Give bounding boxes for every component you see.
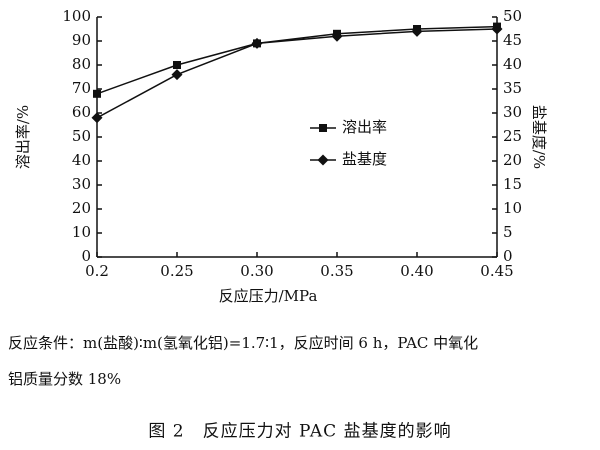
- marker: [251, 37, 263, 49]
- x-tick-label: 0.45: [480, 262, 513, 280]
- y2-tick-label: 50: [503, 7, 522, 25]
- series-line: [96, 25, 498, 95]
- marker: [411, 25, 423, 37]
- x-tick-label: 0.2: [85, 262, 109, 280]
- note-line: 铝质量分数 18%: [8, 370, 121, 388]
- note-line: 反应条件：m(盐酸)∶m(氢氧化铝)=1.7∶1，反应时间 6 h，PAC 中氧…: [8, 334, 478, 352]
- y-axis-title: 溶出率/%: [14, 105, 32, 169]
- marker: [171, 69, 183, 81]
- y2-tick-label: 30: [503, 103, 522, 121]
- y-tick-label: 70: [72, 79, 91, 97]
- x-tick-label: 0.35: [320, 262, 353, 280]
- y2-tick-label: 20: [503, 151, 522, 169]
- legend-label: 盐基度: [342, 150, 387, 168]
- marker: [331, 30, 343, 42]
- y-tick-label: 80: [72, 55, 91, 73]
- series-line: [96, 28, 498, 119]
- x-tick-label: 0.25: [160, 262, 193, 280]
- y-tick-label: 100: [62, 7, 91, 25]
- y2-tick-label: 25: [503, 127, 522, 145]
- y-tick-label: 10: [72, 223, 91, 241]
- y-tick-label: 0: [81, 247, 91, 265]
- y2-tick-label: 0: [503, 247, 513, 265]
- x-tick-label: 0.30: [240, 262, 273, 280]
- y-tick-label: 20: [72, 199, 91, 217]
- legend-label: 溶出率: [342, 118, 387, 136]
- y-tick-label: 30: [72, 175, 91, 193]
- marker: [173, 61, 181, 69]
- y2-tick-label: 10: [503, 199, 522, 217]
- marker: [93, 89, 101, 98]
- y-tick-label: 50: [72, 127, 91, 145]
- marker: [91, 112, 103, 124]
- y2-tick-label: 45: [503, 31, 522, 49]
- y-tick-label: 90: [72, 31, 91, 49]
- y-tick-label: 40: [72, 151, 91, 169]
- x-axis-title: 反应压力/MPa: [219, 287, 318, 305]
- marker: [491, 23, 503, 35]
- marker: [317, 154, 329, 166]
- y2-tick-label: 5: [503, 223, 513, 241]
- y2-tick-label: 40: [503, 55, 522, 73]
- caption: 图 2 反应压力对 PAC 盐基度的影响: [148, 422, 451, 442]
- y2-axis-title: 盐基度/%: [530, 105, 548, 169]
- x-tick-label: 0.40: [400, 262, 433, 280]
- y2-tick-label: 15: [503, 175, 522, 193]
- y2-tick-label: 35: [503, 79, 522, 97]
- y-tick-label: 60: [72, 103, 91, 121]
- marker: [319, 124, 327, 132]
